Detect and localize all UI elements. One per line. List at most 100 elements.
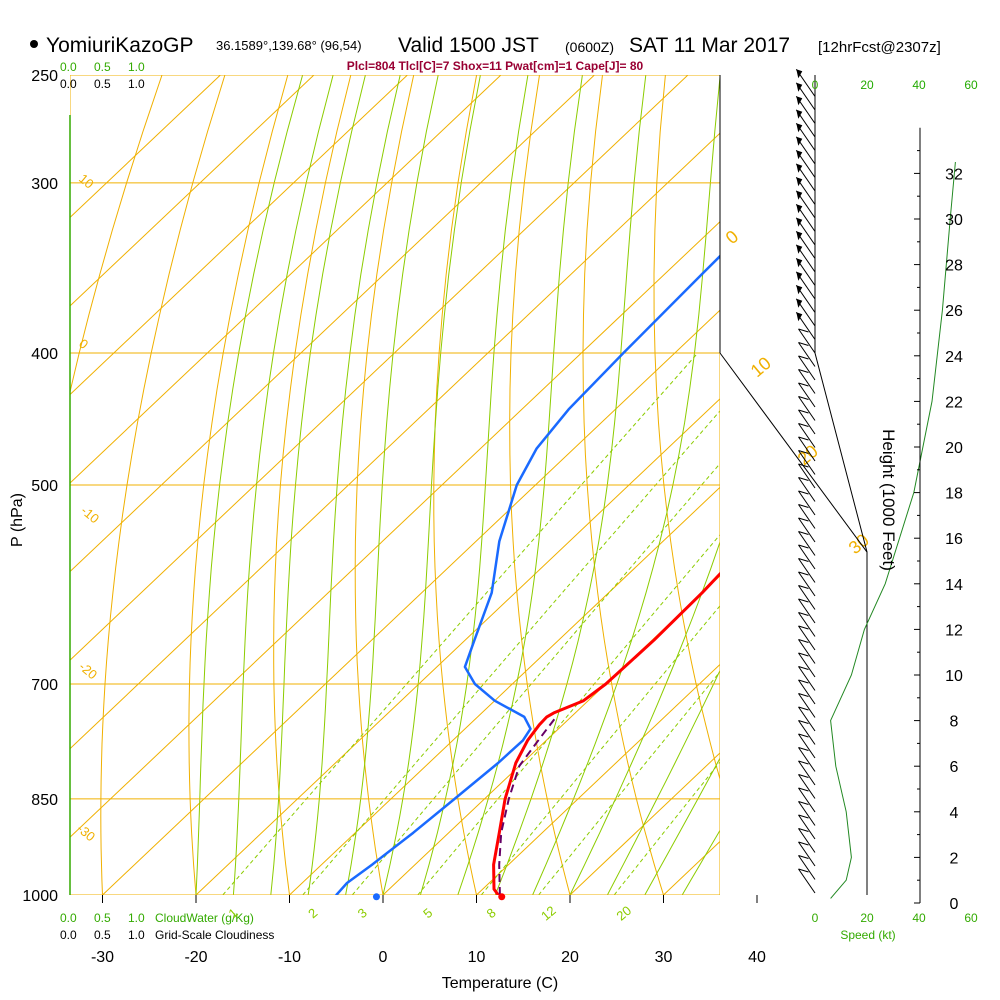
wind-barb xyxy=(798,544,816,570)
dry-adiabat-label: 30 xyxy=(845,530,873,558)
height-tick-label: 2 xyxy=(950,850,959,867)
wind-barb xyxy=(798,504,816,529)
dry-adiabat-line xyxy=(723,75,851,895)
wind-barb xyxy=(798,760,816,786)
station-name: YomiuriKazoGP xyxy=(46,34,193,57)
wind-barb-pennant xyxy=(796,69,803,79)
wind-barb xyxy=(798,517,816,543)
wind-speed-profile xyxy=(830,161,956,899)
height-tick-label: 4 xyxy=(950,805,959,822)
moist-adiabat-line xyxy=(195,75,304,895)
pressure-tick-label: 250 xyxy=(31,68,58,85)
moist-adiabat-line xyxy=(457,75,583,895)
temperature-line xyxy=(492,571,720,895)
moist-adiabat-line xyxy=(644,757,720,895)
wind-barb xyxy=(798,571,816,597)
wind-barb xyxy=(798,855,816,880)
moist-adiabat-line xyxy=(606,669,720,895)
pressure-tick-label: 700 xyxy=(31,677,58,694)
moist-adiabat-line xyxy=(232,75,334,895)
wind-barb xyxy=(798,625,816,651)
wind-barb-feather xyxy=(798,760,809,765)
wind-barb-feather xyxy=(798,531,809,535)
wind-barbs xyxy=(795,69,816,894)
speed-tick-label: 20 xyxy=(860,78,874,92)
wind-barb-feather xyxy=(798,504,809,508)
height-tick-label: 6 xyxy=(950,759,959,776)
mixing-ratio-line xyxy=(351,462,720,895)
speed-tick-label: 40 xyxy=(912,911,926,925)
wind-barb-feather xyxy=(798,855,809,859)
wind-barb xyxy=(798,423,816,448)
wind-barb xyxy=(798,558,816,583)
wind-barb-pennant xyxy=(796,298,803,308)
wind-barb-pennant xyxy=(796,190,803,200)
wind-barb-feather xyxy=(798,801,809,805)
mixing-ratio-line xyxy=(538,671,720,895)
isobars xyxy=(70,75,720,895)
wind-barb-pennant xyxy=(796,109,803,119)
dry-adiabat-label: 0 xyxy=(76,336,91,352)
wind-barb-feather xyxy=(798,571,809,576)
wind-barb-feather xyxy=(798,544,809,549)
speed-axis-label: Speed (kt) xyxy=(840,928,895,942)
dry-adiabat-line xyxy=(433,75,478,895)
wind-barb xyxy=(798,342,816,367)
wind-barb xyxy=(798,747,816,772)
temperature-tick-label: 40 xyxy=(748,949,766,966)
wind-barb xyxy=(798,652,816,678)
cloudiness-tick: 1.0 xyxy=(128,928,145,942)
moist-adiabat-line xyxy=(307,75,401,895)
wind-barb-feather xyxy=(798,787,809,792)
mixing-ratio-labels: 1 2 3 5 8 12 20 xyxy=(225,903,634,924)
height-tick-label: 32 xyxy=(945,166,963,183)
wind-barb-feather xyxy=(798,693,809,697)
wind-barb xyxy=(798,774,816,799)
wind-barb-feather xyxy=(798,774,809,778)
temperature-tick-label: -20 xyxy=(184,949,207,966)
top-cloud-scales: 0.0 0.5 1.0 0.0 0.5 1.0 xyxy=(60,60,145,91)
speed-tick-label: 60 xyxy=(964,78,978,92)
wind-barb xyxy=(798,328,816,354)
wind-barb-feather xyxy=(798,639,809,643)
wind-barb xyxy=(798,531,816,556)
cloudwater-tick: 0.0 xyxy=(60,911,77,925)
moist-adiabat-line xyxy=(345,75,439,895)
cloudiness-tick: 0.5 xyxy=(94,928,111,942)
dry-adiabat-label: 0 xyxy=(722,226,743,248)
speed-tick-label: 0 xyxy=(812,911,819,925)
dry-adiabat-line xyxy=(70,75,163,395)
wind-barb xyxy=(798,841,816,867)
surface-dewpoint-point xyxy=(372,893,380,901)
wind-barb-feather xyxy=(798,747,809,751)
top-cloudwater-tick: 1.0 xyxy=(128,60,145,74)
cloudwater-tick: 0.5 xyxy=(94,911,111,925)
wind-barb xyxy=(798,639,816,664)
wind-barb xyxy=(798,612,816,637)
mixing-ratio-label: 8 xyxy=(484,905,499,921)
wind-barb xyxy=(798,801,816,826)
wind-barb-feather xyxy=(798,625,809,630)
isotherm-line xyxy=(757,75,1000,895)
isotherm-line xyxy=(382,575,720,895)
moist-adiabat-line xyxy=(419,75,529,895)
height-tick-label: 28 xyxy=(945,258,963,275)
dry-adiabat-line xyxy=(354,75,415,895)
temperature-tick-label: -10 xyxy=(278,949,301,966)
temperature-tick-label: 30 xyxy=(655,949,673,966)
mixing-ratio-label: 12 xyxy=(538,903,559,924)
mixing-ratio-label: 5 xyxy=(420,905,435,921)
wind-barb xyxy=(798,490,816,516)
dry-adiabat-label: -10 xyxy=(78,503,102,527)
top-cloudwater-tick: 0.0 xyxy=(60,60,77,74)
wind-max-boundary xyxy=(719,75,868,895)
temperature-tick-label: 20 xyxy=(561,949,579,966)
sounding-series xyxy=(335,254,720,895)
cloudiness-tick: 0.0 xyxy=(60,928,77,942)
pressure-tick-label: 1000 xyxy=(22,888,58,905)
isotherm-line xyxy=(70,75,502,484)
